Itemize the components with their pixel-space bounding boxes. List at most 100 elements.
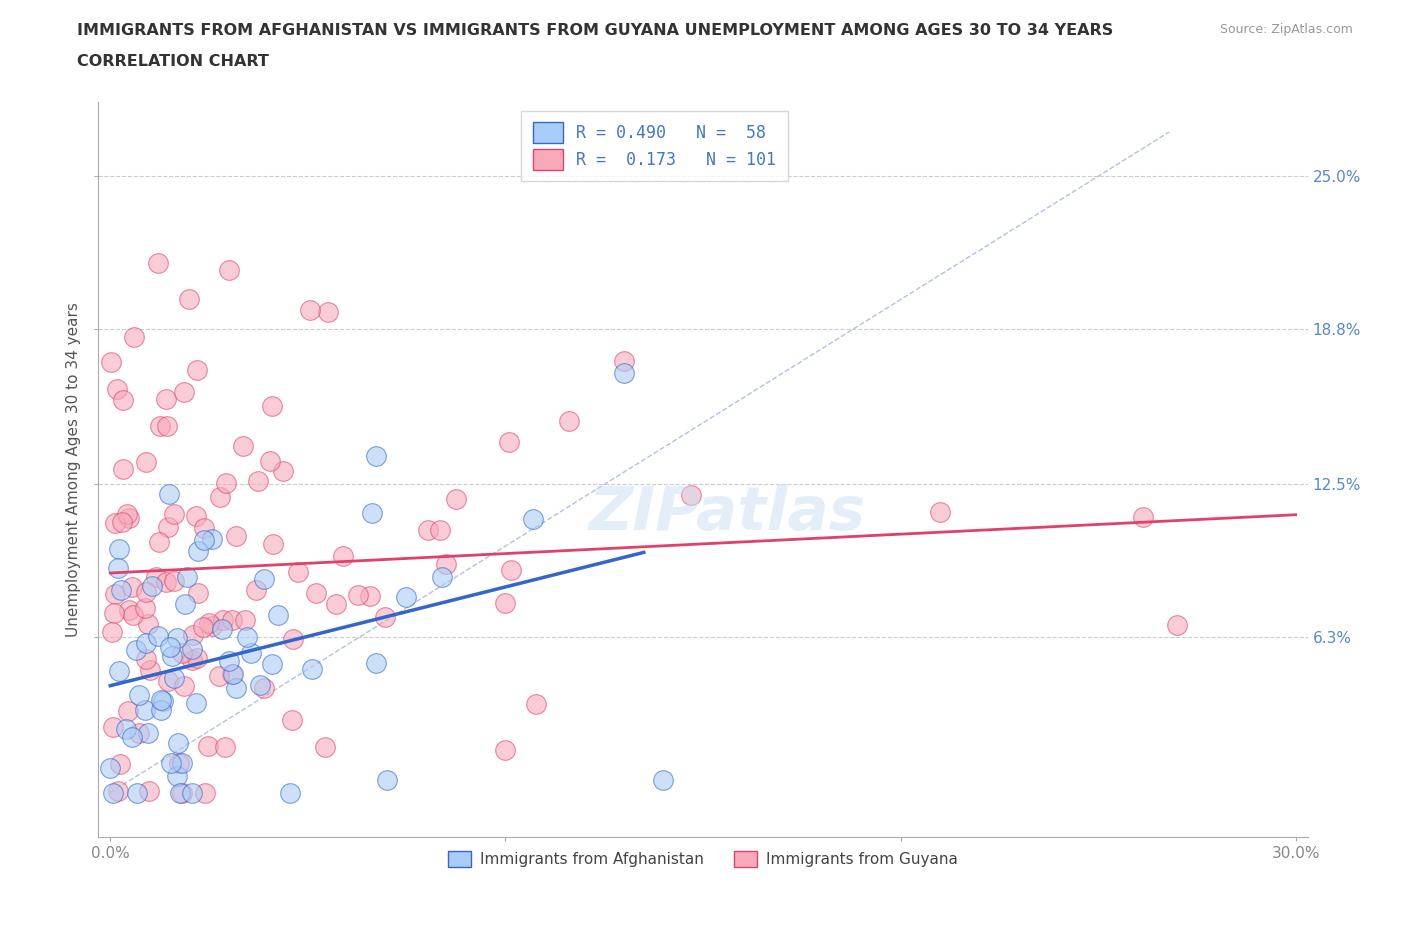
Point bbox=[253, 681, 276, 696]
Point bbox=[167, 736, 190, 751]
Point bbox=[652, 773, 675, 788]
Point bbox=[259, 454, 281, 469]
Point bbox=[193, 520, 215, 535]
Point bbox=[332, 549, 354, 564]
Point bbox=[135, 635, 157, 650]
Point bbox=[169, 785, 191, 800]
Point bbox=[281, 631, 304, 646]
Point bbox=[155, 392, 177, 406]
Point bbox=[107, 783, 129, 798]
Point bbox=[375, 773, 398, 788]
Point bbox=[364, 449, 387, 464]
Point bbox=[208, 490, 231, 505]
Point bbox=[218, 262, 240, 277]
Point bbox=[498, 435, 520, 450]
Point bbox=[104, 587, 127, 602]
Point bbox=[613, 366, 636, 381]
Point bbox=[170, 646, 193, 661]
Point bbox=[281, 712, 304, 727]
Text: IMMIGRANTS FROM AFGHANISTAN VS IMMIGRANTS FROM GUYANA UNEMPLOYMENT AMONG AGES 30: IMMIGRANTS FROM AFGHANISTAN VS IMMIGRANT… bbox=[77, 23, 1114, 38]
Point bbox=[212, 613, 235, 628]
Point bbox=[232, 439, 254, 454]
Point bbox=[197, 738, 219, 753]
Point bbox=[221, 667, 243, 682]
Point bbox=[125, 785, 148, 800]
Point bbox=[430, 570, 453, 585]
Point bbox=[146, 255, 169, 270]
Point bbox=[166, 631, 188, 645]
Point bbox=[495, 742, 517, 757]
Point bbox=[101, 719, 124, 734]
Point bbox=[395, 590, 418, 604]
Point bbox=[191, 619, 214, 634]
Point bbox=[198, 616, 221, 631]
Point bbox=[221, 667, 243, 682]
Point bbox=[208, 669, 231, 684]
Point bbox=[128, 687, 150, 702]
Point bbox=[233, 612, 256, 627]
Point bbox=[159, 640, 181, 655]
Text: Source: ZipAtlas.com: Source: ZipAtlas.com bbox=[1219, 23, 1353, 36]
Point bbox=[1166, 618, 1188, 632]
Point bbox=[149, 418, 172, 433]
Point bbox=[121, 579, 143, 594]
Point bbox=[100, 761, 122, 776]
Point bbox=[156, 674, 179, 689]
Point bbox=[314, 739, 336, 754]
Point bbox=[105, 381, 128, 396]
Point bbox=[121, 607, 143, 622]
Point bbox=[100, 354, 122, 369]
Point bbox=[253, 571, 276, 586]
Point bbox=[416, 523, 439, 538]
Point bbox=[138, 783, 160, 798]
Point bbox=[108, 757, 131, 772]
Point bbox=[287, 565, 309, 579]
Point bbox=[180, 653, 202, 668]
Point bbox=[181, 628, 204, 643]
Point bbox=[163, 671, 186, 685]
Point bbox=[157, 486, 180, 501]
Point bbox=[245, 582, 267, 597]
Point bbox=[101, 625, 124, 640]
Point bbox=[152, 694, 174, 709]
Point bbox=[134, 601, 156, 616]
Point bbox=[374, 609, 396, 624]
Legend: Immigrants from Afghanistan, Immigrants from Guyana: Immigrants from Afghanistan, Immigrants … bbox=[441, 845, 965, 873]
Point bbox=[522, 512, 544, 526]
Point bbox=[359, 589, 381, 604]
Point bbox=[145, 569, 167, 584]
Point bbox=[186, 650, 208, 665]
Point bbox=[444, 492, 467, 507]
Point bbox=[929, 504, 952, 519]
Point bbox=[494, 595, 516, 610]
Point bbox=[239, 645, 262, 660]
Point bbox=[148, 629, 170, 644]
Point bbox=[558, 414, 581, 429]
Point bbox=[138, 663, 160, 678]
Point bbox=[218, 653, 240, 668]
Point bbox=[214, 739, 236, 754]
Point bbox=[174, 597, 197, 612]
Point bbox=[141, 578, 163, 593]
Point bbox=[184, 696, 207, 711]
Point bbox=[267, 607, 290, 622]
Point bbox=[115, 722, 138, 737]
Point bbox=[160, 648, 183, 663]
Point bbox=[434, 557, 457, 572]
Point bbox=[225, 528, 247, 543]
Point bbox=[108, 542, 131, 557]
Point bbox=[361, 505, 384, 520]
Point bbox=[211, 622, 233, 637]
Point bbox=[149, 703, 172, 718]
Point bbox=[301, 662, 323, 677]
Point bbox=[103, 605, 125, 620]
Point bbox=[110, 583, 132, 598]
Point bbox=[135, 652, 157, 667]
Point bbox=[136, 617, 159, 631]
Point bbox=[121, 730, 143, 745]
Point bbox=[305, 586, 328, 601]
Point bbox=[173, 679, 195, 694]
Point bbox=[170, 785, 193, 800]
Point bbox=[173, 385, 195, 400]
Point bbox=[201, 531, 224, 546]
